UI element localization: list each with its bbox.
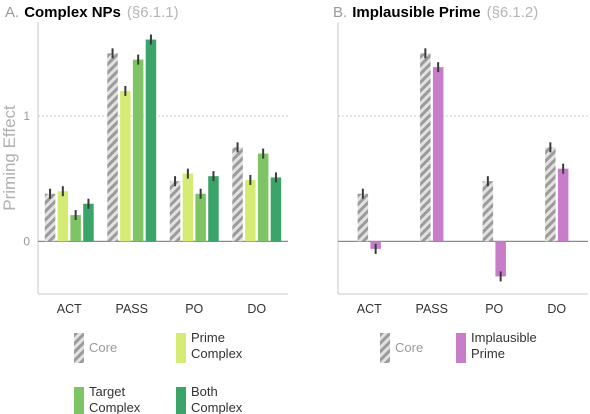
x-tick-label: DO <box>247 302 266 316</box>
bar <box>83 203 94 242</box>
bar <box>132 59 144 242</box>
legend-swatch <box>74 333 84 363</box>
panel-b-title-text: Implausible Prime <box>352 4 480 21</box>
bar <box>482 181 494 242</box>
panel-b-subtitle: (§6.1.2) <box>487 4 539 21</box>
legend-swatch <box>380 333 390 363</box>
legend-swatch <box>176 333 186 363</box>
panel-a: A. Complex NPs (§6.1.1) Priming Effect 01 … <box>0 4 288 414</box>
bar <box>232 147 243 242</box>
panel-b-x-tick-labels: ACT PASS PO DO <box>357 302 567 316</box>
panel-a-letter: A. <box>5 4 19 21</box>
panel-a-subtitle: (§6.1.1) <box>127 4 179 21</box>
panel-a-x-tick-labels: ACT PASS PO DO <box>57 302 267 316</box>
panel-b-letter: B. <box>333 4 347 21</box>
bar <box>357 193 369 242</box>
bar <box>432 67 444 242</box>
x-tick-label: PASS <box>416 302 448 316</box>
bar <box>495 241 506 277</box>
panel-b: B. Implausible Prime (§6.1.2) ACT PASS PO DO … <box>333 4 588 363</box>
bar <box>195 193 206 242</box>
panel-a-title-text: Complex NPs <box>24 4 121 21</box>
legend-label: Core <box>395 340 423 355</box>
bar <box>70 215 81 242</box>
panel-a-title: A. Complex NPs (§6.1.1) <box>5 4 179 21</box>
x-tick-label: ACT <box>357 302 382 316</box>
bar <box>107 53 118 242</box>
panel-b-bars <box>357 48 569 282</box>
bar <box>245 179 256 242</box>
x-tick-label: PO <box>185 302 203 316</box>
x-tick-label: ACT <box>57 302 82 316</box>
legend-label: Prime Complex <box>191 330 243 361</box>
bar <box>208 176 219 242</box>
legend-label: Implausible Prime <box>471 330 537 361</box>
bar <box>44 193 56 242</box>
panel-a-y-ticks: 01 <box>23 109 30 248</box>
x-tick-label: DO <box>547 302 566 316</box>
legend-label: Target Complex <box>89 384 141 414</box>
legend-swatch <box>456 333 466 363</box>
panel-b-title: B. Implausible Prime (§6.1.2) <box>333 4 538 21</box>
legend-label: Both Complex <box>191 384 243 414</box>
bar <box>120 90 131 242</box>
legend-label: Core <box>89 340 117 355</box>
bar <box>57 191 69 242</box>
x-tick-label: PASS <box>116 302 148 316</box>
bar <box>557 168 569 242</box>
panel-b-legend: Core Implausible Prime <box>380 330 537 363</box>
bar <box>420 53 431 242</box>
panel-a-legend: Core Prime Complex Target Complex Both Complex <box>74 330 243 414</box>
bar <box>270 177 282 242</box>
bar <box>145 39 157 242</box>
bar <box>169 181 181 242</box>
legend-swatch <box>176 387 186 414</box>
x-tick-label: PO <box>485 302 503 316</box>
legend-swatch <box>74 387 84 414</box>
y-axis-label: Priming Effect <box>0 105 19 211</box>
panel-a-bars <box>44 34 282 242</box>
y-tick-label: 0 <box>23 234 30 248</box>
bar <box>182 173 194 242</box>
bar <box>545 147 556 242</box>
bar <box>257 153 269 242</box>
y-tick-label: 1 <box>23 109 30 123</box>
